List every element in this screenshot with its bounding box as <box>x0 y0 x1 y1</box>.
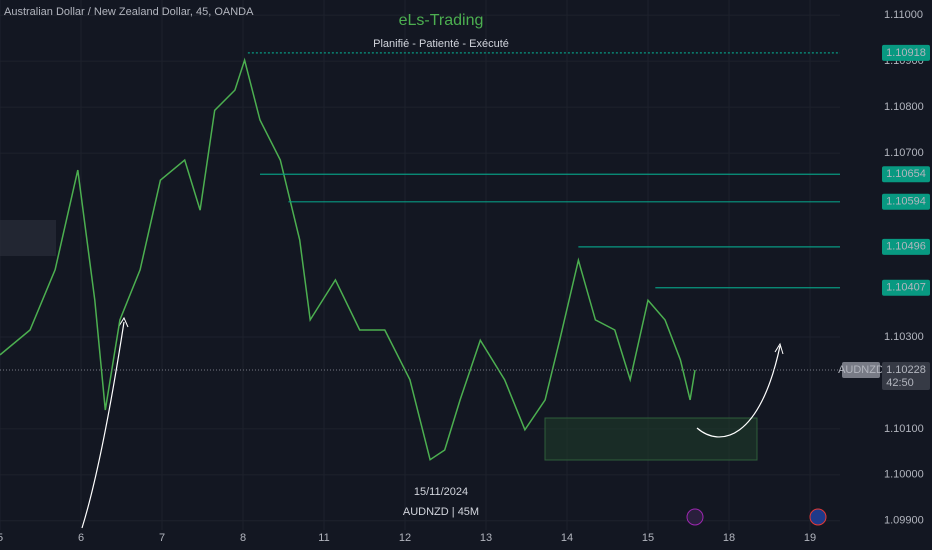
y-tick-label: 1.10800 <box>884 101 924 113</box>
current-price-label: 1.10228 <box>886 364 926 376</box>
y-tick-label: 1.09900 <box>884 515 924 527</box>
x-tick-label: 13 <box>480 532 492 544</box>
chart-title: eLs-Trading <box>399 12 484 29</box>
zone <box>0 220 56 256</box>
subtitle: Planifié - Patienté - Exécuté <box>373 38 509 50</box>
arrow-head <box>774 342 784 355</box>
arrow-head <box>118 316 129 328</box>
date-marker: 15/11/2024 <box>414 486 468 498</box>
arrow <box>81 321 125 529</box>
event-icon[interactable] <box>686 508 704 526</box>
level-badge <box>882 238 930 255</box>
level-badge <box>882 193 930 210</box>
level-label: 1.10496 <box>886 241 926 253</box>
symbol-label: AUDNZD <box>838 364 884 376</box>
x-tick-label: 8 <box>240 532 246 544</box>
price-axis <box>840 0 932 550</box>
level-label: 1.10654 <box>886 168 926 180</box>
x-tick-label: 5 <box>0 532 3 544</box>
price-badge <box>882 362 930 391</box>
header: Australian Dollar / New Zealand Dollar, … <box>4 6 254 18</box>
y-tick-label: 1.10100 <box>884 423 924 435</box>
x-tick-label: 11 <box>318 532 329 544</box>
y-tick-label: 1.10300 <box>884 331 924 343</box>
symbol-badge <box>842 362 880 379</box>
x-tick-label: 6 <box>78 532 84 544</box>
x-tick-label: 7 <box>159 532 165 544</box>
level-badge <box>882 279 930 296</box>
level-label: 1.10918 <box>886 47 926 59</box>
y-tick-label: 1.10000 <box>884 469 924 481</box>
level-label: 1.10407 <box>886 282 926 294</box>
x-tick-label: 18 <box>723 532 735 544</box>
level-badge <box>882 44 930 61</box>
level-badge <box>882 166 930 183</box>
arrow <box>696 345 781 438</box>
x-tick-label: 15 <box>642 532 654 544</box>
footer: AUDNZD | 45M <box>403 506 479 518</box>
y-tick-label: 1.11000 <box>884 9 923 21</box>
y-tick-label: 1.10700 <box>884 147 924 159</box>
price-line <box>0 57 696 461</box>
demand-zone <box>544 417 758 461</box>
x-tick-label: 19 <box>804 532 816 544</box>
x-tick-label: 14 <box>561 532 573 544</box>
level-label: 1.10594 <box>886 196 926 208</box>
x-tick-label: 12 <box>399 532 411 544</box>
flag-icon[interactable] <box>809 508 827 526</box>
countdown: 42:50 <box>886 377 914 389</box>
